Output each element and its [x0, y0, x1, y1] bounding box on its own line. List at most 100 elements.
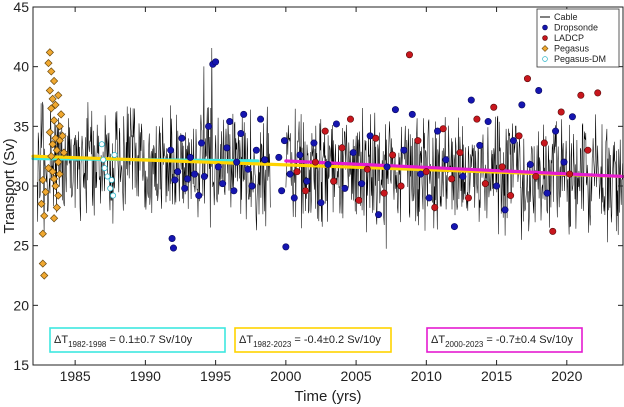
- legend-label-cable: Cable: [554, 12, 578, 22]
- ladcp-point-10: [380, 189, 388, 197]
- dropsonde-point-11: [198, 139, 206, 147]
- annotation-subscript: 2000-2023: [445, 340, 484, 349]
- annotation-text-a1: ΔT1982-1998 = 0.1±0.7 Sv/10y: [54, 334, 193, 349]
- ladcp-point-20: [464, 194, 472, 202]
- pegasus-point-23: [51, 181, 60, 191]
- dropsonde-point-64: [535, 87, 543, 95]
- cable-line-segment-2: [285, 107, 623, 249]
- pegasus-point-19: [51, 134, 60, 143]
- dropsonde-point-41: [341, 184, 349, 192]
- y-axis-label: Transport (Sv): [1, 138, 18, 233]
- x-tick-label-2005: 2005: [341, 368, 372, 384]
- pegasus-point-13: [48, 94, 57, 103]
- x-tick-label-2010: 2010: [411, 368, 442, 384]
- dropsonde-point-21: [233, 158, 241, 166]
- y-tick-label-20: 20: [13, 297, 29, 313]
- ladcp-point-26: [515, 132, 523, 140]
- pegasus-point-0: [38, 259, 47, 268]
- pegasus-dm-point-4: [107, 185, 114, 192]
- ladcp-point-33: [577, 91, 585, 99]
- ladcp-point-0: [293, 168, 301, 176]
- annotation-prefix: ΔT: [239, 334, 253, 346]
- ladcp-point-35: [594, 89, 602, 97]
- dropsonde-point-22: [237, 129, 245, 137]
- dropsonde-point-4: [174, 168, 182, 176]
- y-tick-label-40: 40: [13, 59, 29, 75]
- dropsonde-point-67: [560, 158, 568, 166]
- dropsonde-point-39: [324, 161, 332, 169]
- dropsonde-point-0: [167, 146, 175, 154]
- axes: 1985 1990 1995 2000 2005 2010 2015 2020 15 20 25 30…: [13, 0, 623, 384]
- annotation-subscript: 1982-2023: [253, 340, 292, 349]
- dropsonde-point-2: [169, 244, 177, 252]
- dropsonde-point-62: [518, 101, 526, 109]
- ladcp-series: [293, 51, 602, 235]
- dropsonde-point-45: [375, 211, 383, 219]
- x-tick-label-1990: 1990: [130, 368, 161, 384]
- dropsonde-point-18: [223, 144, 231, 152]
- ladcp-point-22: [481, 180, 489, 188]
- legend-label-dropsonde: Dropsonde: [554, 23, 598, 33]
- dropsonde-point-24: [244, 165, 252, 173]
- pegasus-dm-point-3: [104, 173, 111, 180]
- dropsonde-point-9: [191, 170, 199, 178]
- pegasus-point-4: [37, 199, 46, 208]
- dropsonde-point-26: [252, 146, 260, 154]
- dropsonde-point-6: [181, 184, 189, 192]
- dropsonde-point-32: [282, 243, 290, 251]
- x-tick-label-2015: 2015: [481, 368, 512, 384]
- annotation-value: = -0.4±0.2 Sv/10y: [291, 334, 381, 346]
- ladcp-point-18: [448, 175, 456, 183]
- pegasus-point-20: [52, 146, 61, 155]
- ladcp-point-29: [540, 139, 548, 147]
- ladcp-point-28: [532, 172, 540, 180]
- ladcp-point-31: [557, 108, 565, 116]
- pegasus-dm-point-5: [108, 177, 115, 184]
- x-tick-label-1985: 1985: [60, 368, 91, 384]
- ladcp-point-11: [389, 151, 397, 159]
- dropsonde-point-13: [205, 122, 213, 130]
- pegasus-point-1: [40, 271, 49, 280]
- pegasus-point-22: [55, 169, 64, 179]
- dropsonde-point-15: [212, 58, 220, 66]
- pegasus-point-14: [45, 86, 54, 95]
- ladcp-point-32: [566, 170, 574, 178]
- ladcp-point-13: [405, 51, 413, 59]
- pegasus-point-35: [49, 174, 59, 183]
- dropsonde-point-56: [467, 96, 475, 104]
- x-tick-label-2020: 2020: [551, 368, 582, 384]
- dropsonde-point-31: [280, 137, 288, 145]
- dropsonde-point-47: [391, 106, 399, 114]
- pegasus-point-15: [49, 76, 59, 86]
- pegasus-point-6: [38, 175, 47, 185]
- pegasus-point-31: [59, 148, 68, 157]
- dropsonde-point-53: [442, 156, 450, 164]
- ladcp-point-34: [584, 146, 592, 154]
- y-tick-label-35: 35: [13, 118, 29, 134]
- pegasus-dm-series: [98, 141, 118, 199]
- dropsonde-point-10: [195, 192, 203, 200]
- ladcp-point-30: [549, 227, 557, 235]
- pegasus-point-32: [48, 167, 57, 176]
- dropsonde-point-38: [317, 199, 325, 207]
- pegasus-point-3: [40, 211, 49, 220]
- annotation-prefix: ΔT: [431, 334, 445, 346]
- dropsonde-point-42: [349, 149, 357, 157]
- annotation-box-a1: [49, 327, 226, 353]
- y-tick-label-15: 15: [13, 357, 29, 373]
- dropsonde-point-61: [509, 137, 517, 145]
- legend-marker-pegasus_dm: [542, 56, 548, 62]
- dropsonde-point-36: [303, 177, 311, 185]
- legend-box: [536, 8, 620, 68]
- dropsonde-point-63: [526, 161, 534, 169]
- ladcp-point-27: [523, 75, 531, 83]
- dropsonde-point-16: [214, 163, 222, 171]
- dropsonde-point-12: [200, 172, 208, 180]
- pegasus-point-17: [44, 58, 53, 68]
- dropsonde-point-60: [501, 206, 509, 214]
- dropsonde-point-25: [248, 182, 256, 190]
- ladcp-point-3: [321, 127, 329, 135]
- dropsonde-point-68: [568, 113, 576, 121]
- ladcp-point-7: [355, 196, 363, 204]
